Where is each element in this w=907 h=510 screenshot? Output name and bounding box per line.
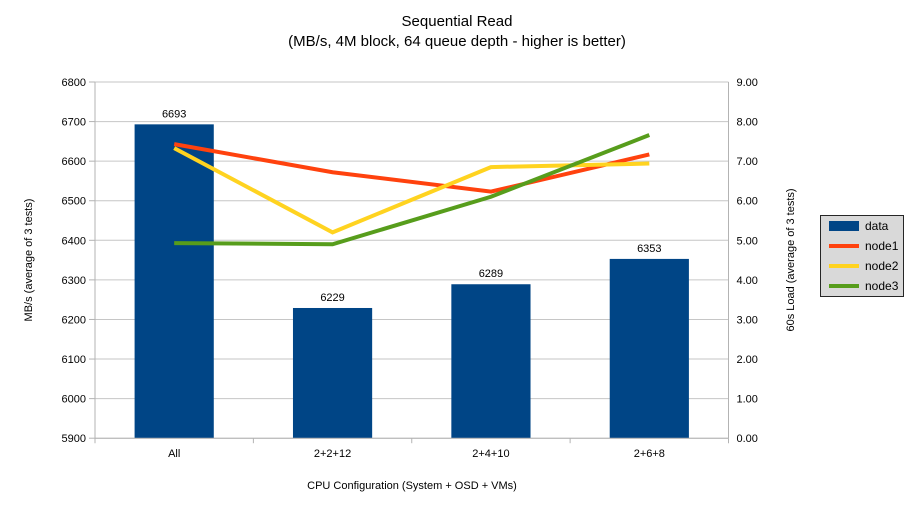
legend-item-data: data (829, 219, 903, 233)
legend-label-node2: node2 (865, 259, 899, 273)
legend-item-node1: node1 (829, 239, 903, 253)
right-axis-tick-label: 6.00 (737, 196, 758, 208)
category-label: All (168, 448, 180, 460)
right-axis-tick-label: 8.00 (737, 117, 758, 129)
bar-All (134, 124, 214, 439)
legend-label-node1: node1 (865, 239, 899, 253)
right-axis-tick-label: 3.00 (737, 314, 758, 326)
left-axis-title: MB/s (average of 3 tests) (23, 199, 35, 322)
left-axis-tick-label: 6500 (62, 196, 86, 208)
bar-2+6+8 (609, 258, 689, 439)
right-axis-tick-label: 9.00 (737, 77, 758, 89)
left-axis-tick-label: 6600 (62, 156, 86, 168)
left-axis-tick-label: 6800 (62, 77, 86, 89)
left-axis-tick-label: 5900 (62, 433, 86, 445)
left-axis-tick-label: 6300 (62, 275, 86, 287)
chart-title: Sequential Read (401, 13, 513, 30)
left-axis-tick-label: 6000 (62, 394, 86, 406)
bar-2+2+12 (292, 307, 373, 439)
right-axis-tick-label: 1.00 (737, 394, 758, 406)
category-label: 2+2+12 (314, 448, 351, 460)
category-label: 2+4+10 (472, 448, 509, 460)
chart-subtitle: (MB/s, 4M block, 64 queue depth - higher… (288, 33, 626, 50)
left-axis-tick-label: 6100 (62, 354, 86, 366)
chart-legend: data node1 node2 node3 (820, 215, 904, 297)
bar-value-label: 6353 (637, 243, 661, 255)
bar-value-label: 6289 (479, 268, 503, 280)
right-axis-tick-label: 0.00 (737, 433, 758, 445)
legend-item-node3: node3 (829, 279, 903, 293)
category-label: 2+6+8 (634, 448, 665, 460)
bar-2+4+10 (451, 284, 531, 439)
right-axis-title: 60s Load (average of 3 tests) (785, 188, 797, 331)
right-axis-tick-label: 7.00 (737, 156, 758, 168)
chart-title-block: Sequential Read (MB/s, 4M block, 64 queu… (0, 12, 907, 52)
left-axis-tick-label: 6200 (62, 314, 86, 326)
legend-label-node3: node3 (865, 279, 899, 293)
bar-value-label: 6693 (162, 108, 186, 120)
bar-value-label: 6229 (320, 292, 344, 304)
right-axis-tick-label: 5.00 (737, 235, 758, 247)
series-line-node1 (173, 142, 650, 194)
left-axis-tick-label: 6700 (62, 117, 86, 129)
x-axis-title: CPU Configuration (System + OSD + VMs) (307, 480, 517, 492)
left-axis-tick-label: 6400 (62, 235, 86, 247)
legend-swatch-node2 (829, 264, 859, 268)
legend-item-node2: node2 (829, 259, 903, 273)
right-axis-tick-label: 2.00 (737, 354, 758, 366)
legend-label-data: data (865, 219, 889, 233)
legend-swatch-data (829, 221, 859, 231)
series-line-node3 (174, 133, 651, 247)
legend-swatch-node3 (829, 284, 859, 288)
right-axis-tick-label: 4.00 (737, 275, 758, 287)
legend-swatch-node1 (829, 244, 859, 248)
